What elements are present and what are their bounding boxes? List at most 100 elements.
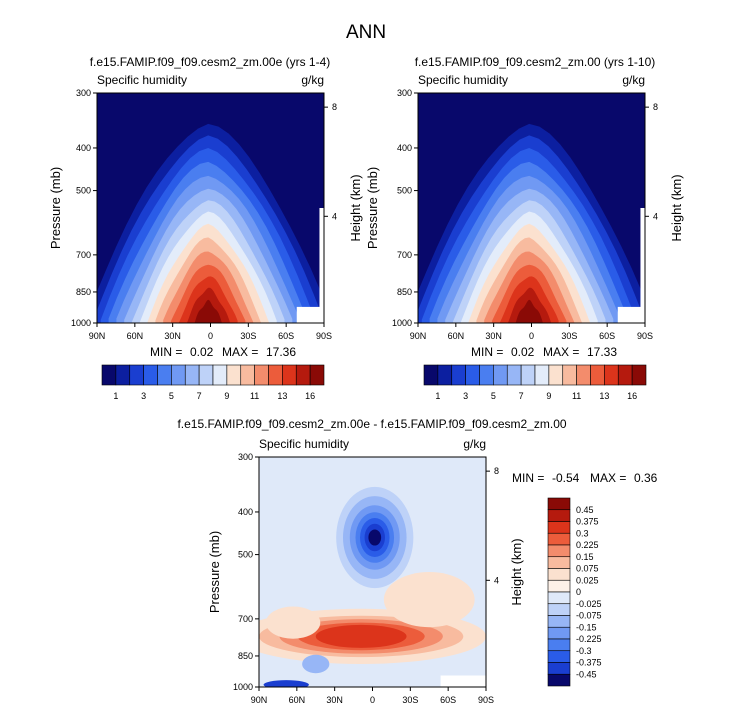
colorbar-swatch [506, 364, 522, 386]
panel-2-ylabel-right: Height (km) [669, 174, 684, 241]
panel-2-min-label: MIN = [471, 345, 503, 359]
colorbar-label: -0.3 [576, 646, 592, 656]
panel-3-field [259, 457, 486, 687]
colorbar-swatch [451, 364, 466, 386]
colorbar-swatch [184, 364, 200, 386]
colorbar-label: 0.075 [576, 564, 599, 574]
panel-3-y-ticks: 300 400 500 700 850 1000 [233, 452, 259, 692]
panel-1-units: g/kg [301, 73, 324, 87]
colorbar-label: 5 [491, 391, 496, 401]
panel-1-min-value: 0.02 [190, 345, 214, 359]
panel-2-ylabel: Pressure (mb) [365, 167, 380, 249]
colorbar-swatch [437, 364, 453, 386]
colorbar-swatch [547, 568, 571, 581]
y-tick-label: 400 [76, 143, 91, 153]
x-tick-label: 60N [127, 331, 144, 341]
panel-3-max-value: 0.36 [634, 471, 658, 485]
panel-2-max-label: MAX = [543, 345, 579, 359]
negative-anomaly [263, 680, 309, 687]
x-tick-label: 90S [637, 331, 653, 341]
colorbar-swatch [479, 364, 494, 386]
panel-2-y-ticks: 300 400 500 700 850 1000 [392, 88, 418, 328]
panel-2-field [418, 93, 645, 323]
panel-2-x-ticks: 90N 60N 30N 0 30S 60S 90S [410, 323, 653, 341]
colorbar-label: 1 [113, 391, 118, 401]
colorbar-swatch [423, 364, 439, 386]
colorbar-swatch [157, 364, 172, 386]
x-tick-label: 60S [278, 331, 294, 341]
panel-2-right-ticks: 84 [645, 102, 658, 221]
colorbar-swatch [493, 364, 508, 386]
x-tick-label: 30S [240, 331, 256, 341]
colorbar-swatch [520, 364, 536, 386]
colorbar-swatch [548, 364, 564, 386]
colorbar-label: -0.025 [576, 599, 602, 609]
colorbar-swatch [226, 364, 242, 386]
colorbar-label: 13 [277, 391, 287, 401]
y-tick-label: 500 [76, 186, 91, 196]
panel-1: f.e15.FAMIP.f09_f09.cesm2_zm.00e (yrs 1-… [48, 55, 363, 359]
colorbar-label: -0.075 [576, 611, 602, 621]
x-tick-label: 90N [410, 331, 427, 341]
colorbar-label: -0.45 [576, 669, 597, 679]
panel-3-subtitle-left: Specific humidity [259, 437, 349, 451]
x-tick-label: 30S [402, 695, 418, 705]
panel-3-min-value: -0.54 [552, 471, 580, 485]
colorbar-label: 11 [250, 391, 259, 401]
colorbar-label: 5 [169, 391, 174, 401]
panel-1-max-label: MAX = [222, 345, 258, 359]
colorbar-swatch [547, 521, 571, 534]
y-tick-label: 1000 [392, 318, 412, 328]
colorbar-right: 1 3 5 7 9 11 13 16 [423, 364, 647, 401]
colorbar-label: 0.025 [576, 575, 599, 585]
colorbar-swatch [547, 662, 571, 675]
colorbar-label: 0.375 [576, 517, 599, 527]
panel-3-ylabel-right: Height (km) [509, 538, 524, 605]
right-tick-label: 4 [653, 211, 658, 221]
colorbar-swatch [547, 638, 571, 652]
x-tick-label: 30N [485, 331, 502, 341]
panel-2: f.e15.FAMIP.f09_f09.cesm2_zm.00 (yrs 1-1… [365, 55, 684, 359]
panel-2-subtitle-left: Specific humidity [418, 73, 508, 87]
colorbar-label: 9 [224, 391, 229, 401]
negative-anomaly [302, 654, 330, 674]
colorbar-swatch [547, 603, 571, 616]
right-tick-label: 4 [494, 575, 499, 585]
panel-2-max-value: 17.33 [587, 345, 617, 359]
missing-data-region [296, 306, 324, 323]
colorbar-label: 16 [627, 391, 637, 401]
colorbar-label: 0.45 [576, 505, 594, 515]
panel-3-title: f.e15.FAMIP.f09_f09.cesm2_zm.00e - f.e15… [177, 417, 566, 431]
x-tick-label: 90S [316, 331, 332, 341]
colorbar-swatch [295, 364, 311, 386]
panel-3-units: g/kg [463, 437, 486, 451]
colorbar-swatch [547, 650, 571, 663]
y-tick-label: 500 [397, 186, 412, 196]
colorbar-label: 0.225 [576, 540, 599, 550]
panel-1-y-ticks: 300 400 500 700 850 1000 [71, 88, 97, 328]
colorbar-swatch [465, 364, 480, 386]
colorbar-swatch [143, 364, 158, 386]
y-tick-label: 400 [238, 507, 253, 517]
y-tick-label: 300 [76, 88, 91, 98]
colorbar-label: 3 [463, 391, 468, 401]
panel-2-min-value: 0.02 [511, 345, 535, 359]
colorbar-label: 0 [576, 587, 581, 597]
right-tick-label: 8 [494, 466, 499, 476]
missing-data-region [617, 306, 645, 323]
humidity-contour-level [194, 299, 222, 323]
y-tick-label: 1000 [233, 682, 253, 692]
x-tick-label: 0 [529, 331, 534, 341]
x-tick-label: 90N [89, 331, 106, 341]
panel-1-subtitle-left: Specific humidity [97, 73, 187, 87]
x-tick-label: 30S [561, 331, 577, 341]
colorbar-swatch [547, 673, 571, 687]
y-tick-label: 300 [238, 452, 253, 462]
colorbar-swatch [562, 364, 577, 386]
colorbar-swatch [547, 556, 571, 569]
colorbar-swatch [129, 364, 144, 386]
colorbar-swatch [547, 509, 571, 522]
colorbar-label: -0.15 [576, 622, 597, 632]
colorbar-swatch [547, 532, 571, 546]
